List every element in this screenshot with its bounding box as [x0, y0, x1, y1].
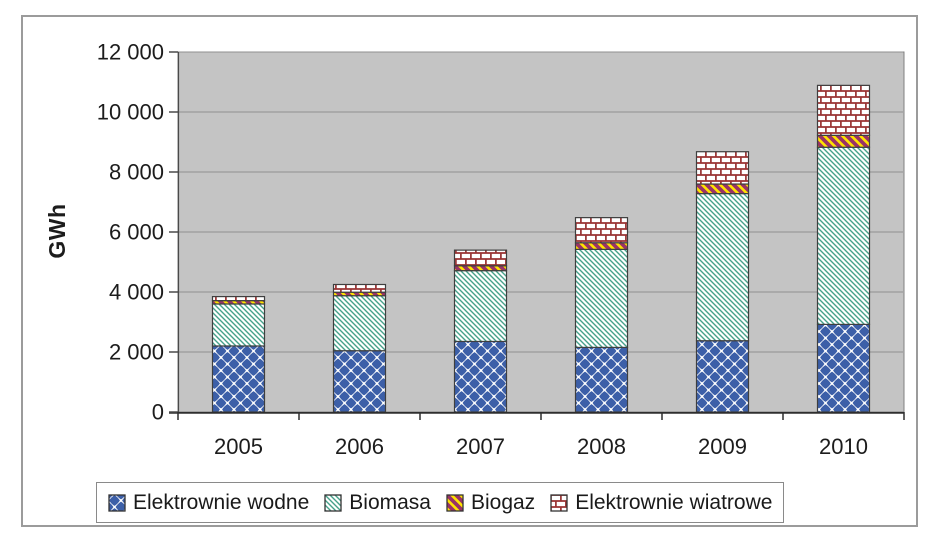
y-tick-label: 6 000: [109, 220, 164, 245]
x-tick-label-2006: 2006: [335, 434, 384, 459]
bar-segment-2010-teal-downward-diagonal-lines: [816, 146, 871, 325]
bar-segment-2007-red-bricks: [453, 249, 508, 267]
bar-segment-2005-blue-diamonds: [211, 345, 266, 413]
x-tick-label-2009: 2009: [698, 434, 747, 459]
bar-segment-2010-blue-diamonds: [816, 323, 871, 413]
bar-segment-2008-blue-diamonds: [574, 346, 629, 413]
bar-segment-2008-red-bricks: [574, 217, 629, 244]
y-tick-label: 10 000: [97, 100, 164, 125]
bar-segment-2006-red-bricks: [332, 283, 387, 293]
x-tick-label-2005: 2005: [214, 434, 263, 459]
legend-swatch-diagonal-lines-icon: [324, 493, 342, 512]
legend-swatch-bricks-icon: [550, 493, 568, 512]
legend-item-biogaz: Biogaz: [446, 491, 535, 515]
x-tick-label-2007: 2007: [456, 434, 505, 459]
y-tick-label: 12 000: [97, 40, 164, 65]
legend-label-biogaz: Biogaz: [470, 490, 536, 514]
legend-swatch-diagonal-stripes-icon: [446, 493, 464, 512]
legend-item-elektrownie-wiatrowe: Elektrownie wiatrowe: [550, 491, 772, 515]
x-tick-label-2008: 2008: [577, 434, 626, 459]
bar-segment-2009-red-bricks: [695, 151, 750, 185]
bar-segment-2009-teal-downward-diagonal-lines: [695, 193, 750, 342]
y-tick-label: 2 000: [109, 340, 164, 365]
y-tick-label: 8 000: [109, 160, 164, 185]
legend-item-elektrownie-wodne: Elektrownie wodne: [108, 491, 309, 515]
bar-segment-2007-maroon-on-yellow-diagonal-stripes: [453, 265, 508, 272]
bar-segment-2008-maroon-on-yellow-diagonal-stripes: [574, 242, 629, 250]
y-tick-label: 0: [152, 400, 164, 425]
y-axis-title: GWh: [43, 203, 70, 259]
bar-segment-2005-red-bricks: [211, 295, 266, 302]
legend-label-elektrownie-wodne: Elektrownie wodne: [133, 490, 310, 514]
bar-segment-2005-teal-downward-diagonal-lines: [211, 303, 266, 347]
legend-swatch-blue-diamonds-icon: [108, 493, 126, 512]
chart-legend: Elektrownie wodne Biomasa Biogaz Elektro…: [96, 482, 785, 523]
legend-label-biomasa: Biomasa: [349, 490, 431, 514]
x-tick-label-2010: 2010: [819, 434, 868, 459]
bar-segment-2006-teal-downward-diagonal-lines: [332, 295, 387, 352]
legend-item-biomasa: Biomasa: [324, 491, 431, 515]
bar-segment-2010-red-bricks: [816, 84, 871, 136]
bar-segment-2006-blue-diamonds: [332, 350, 387, 413]
y-tick-label: 4 000: [109, 280, 164, 305]
bar-segment-2009-blue-diamonds: [695, 340, 750, 413]
legend-label-elektrownie-wiatrowe: Elektrownie wiatrowe: [575, 490, 773, 514]
bar-segment-2009-maroon-on-yellow-diagonal-stripes: [695, 183, 750, 195]
bar-segment-2008-teal-downward-diagonal-lines: [574, 248, 629, 349]
bar-segment-2007-teal-downward-diagonal-lines: [453, 270, 508, 343]
bar-segment-2007-blue-diamonds: [453, 340, 508, 413]
bar-segment-2010-maroon-on-yellow-diagonal-stripes: [816, 134, 871, 148]
